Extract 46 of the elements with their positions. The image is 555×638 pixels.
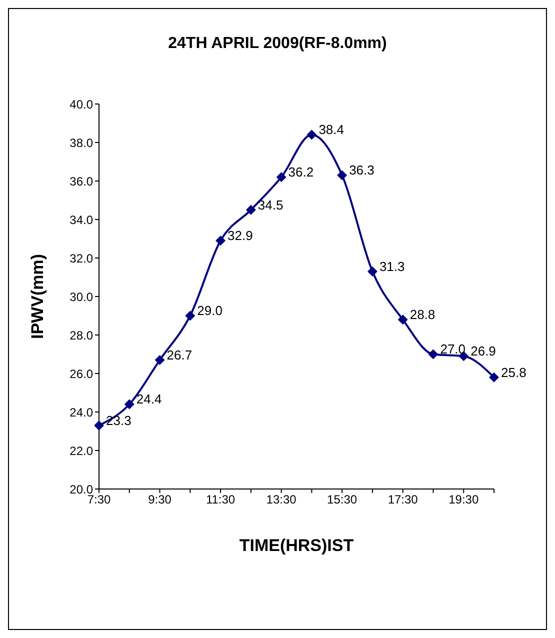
y-axis-title: IPWV(mm) [28, 254, 48, 339]
point [489, 372, 499, 382]
data-label: 23.3 [106, 412, 132, 428]
x-tick-label: 19:30 [448, 492, 479, 507]
point [367, 266, 378, 276]
y-tick-label: 36.0 [70, 174, 94, 188]
point [276, 172, 286, 182]
x-axis-title: TIME(HRS)IST [239, 536, 354, 555]
data-label: 34.5 [258, 197, 284, 212]
data-label: 27.0 [440, 342, 466, 357]
data-label: 36.3 [349, 162, 374, 178]
point [306, 130, 317, 140]
data-label: 31.3 [379, 258, 405, 274]
y-tick-label: 40.0 [70, 97, 94, 112]
data-label: 26.9 [470, 344, 496, 359]
point [94, 420, 104, 430]
point [216, 236, 226, 246]
data-label: 38.4 [318, 122, 344, 138]
data-label: 36.2 [288, 164, 314, 180]
point [246, 204, 256, 215]
x-tick-label: 11:30 [206, 492, 236, 507]
point [398, 314, 408, 325]
x-tick-label: 13:30 [266, 492, 297, 507]
y-tick-label: 30.0 [70, 290, 94, 304]
data-label: 29.0 [197, 303, 222, 318]
y-tick-label: 38.0 [70, 136, 94, 150]
point [428, 349, 438, 360]
data-label: 25.8 [501, 364, 526, 380]
data-label: 24.4 [136, 392, 162, 407]
data-label: 32.9 [228, 228, 253, 244]
x-tick-label: 9:30 [148, 492, 172, 507]
point [337, 170, 348, 180]
y-tick-label: 34.0 [70, 212, 94, 227]
y-tick-label: 28.0 [70, 328, 94, 342]
point [185, 310, 196, 321]
point [124, 399, 134, 410]
data-label: 26.7 [166, 347, 192, 362]
data-label: 28.8 [410, 307, 436, 322]
chart-title: 24TH APRIL 2009(RF-8.0mm) [167, 35, 388, 53]
y-tick-label: 26.0 [70, 366, 94, 381]
y-tick-label: 22.0 [70, 444, 94, 458]
x-tick-label: 15:30 [327, 492, 358, 507]
y-tick-label: 32.0 [70, 251, 94, 266]
y-tick-label: 24.0 [70, 405, 94, 420]
point [154, 355, 165, 366]
x-tick-label: 17:30 [388, 492, 418, 507]
